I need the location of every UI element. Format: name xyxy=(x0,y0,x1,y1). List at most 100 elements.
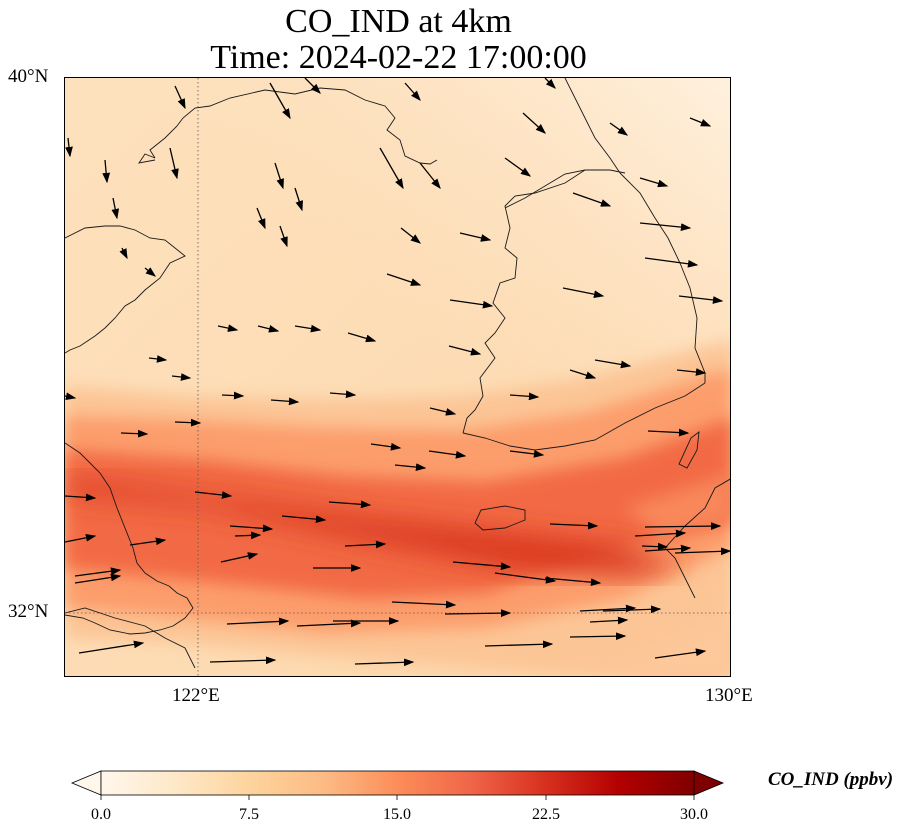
colorbar-tick-30: 30.0 xyxy=(680,806,708,823)
wind-arrow xyxy=(229,524,274,533)
wind-arrow xyxy=(609,122,629,136)
jiangsu-coast xyxy=(65,442,194,635)
wind-arrow xyxy=(544,577,602,587)
wind-arrow xyxy=(120,429,149,438)
wind-arrow xyxy=(270,397,300,406)
wind-arrow xyxy=(226,617,290,626)
wind-arrow xyxy=(394,463,427,471)
wind-arrow xyxy=(148,355,168,363)
wind-arrow xyxy=(329,390,357,399)
north-korea-border xyxy=(504,169,626,209)
wind-arrow xyxy=(654,648,707,659)
wind-arrow xyxy=(674,547,730,556)
wind-vectors xyxy=(65,78,730,667)
lat-label-32n: 32°N xyxy=(8,601,49,622)
concentration-field xyxy=(65,78,730,676)
wind-arrow xyxy=(209,656,277,665)
wind-arrow xyxy=(644,257,699,268)
wind-arrow xyxy=(448,345,482,356)
wind-arrow xyxy=(174,85,186,110)
lon-label-130e: 130°E xyxy=(705,685,753,706)
wind-arrow xyxy=(404,82,421,101)
wind-arrow xyxy=(509,392,540,401)
wind-arrow xyxy=(689,117,712,127)
lon-label-122e: 122°E xyxy=(172,685,220,706)
colorbar xyxy=(70,770,725,800)
korea-east-coast xyxy=(619,172,706,383)
wind-arrow xyxy=(634,529,687,538)
wind-arrow xyxy=(678,295,724,304)
wind-arrow xyxy=(279,225,288,248)
wind-arrow xyxy=(602,605,662,614)
wind-arrow xyxy=(217,324,239,332)
wind-arrow xyxy=(484,640,554,649)
liaodong-peninsula-south xyxy=(138,153,156,164)
wind-arrow xyxy=(639,222,692,231)
wind-arrow xyxy=(281,515,327,524)
wind-arrow xyxy=(102,159,111,184)
wind-arrow xyxy=(504,157,532,177)
wind-arrow xyxy=(274,162,284,190)
wind-arrow xyxy=(641,542,669,551)
wind-arrow xyxy=(569,369,597,379)
wind-arrow xyxy=(429,407,457,416)
wind-arrow xyxy=(65,493,97,502)
wind-arrow xyxy=(174,418,202,427)
colorbar-tick-15: 15.0 xyxy=(383,806,411,823)
map-panel xyxy=(64,77,731,677)
wind-arrow xyxy=(386,273,422,286)
colorbar-tick-0: 0.0 xyxy=(91,806,111,823)
wind-arrow xyxy=(509,450,545,458)
wind-arrow xyxy=(391,600,457,609)
wind-arrow xyxy=(74,567,122,577)
wind-arrow xyxy=(129,537,167,546)
wind-arrow xyxy=(65,392,77,401)
wind-arrow xyxy=(269,82,291,120)
korea-south-coast xyxy=(462,382,706,451)
wind-arrow xyxy=(304,78,321,94)
wind-arrow xyxy=(78,640,145,654)
map-canvas xyxy=(65,78,730,676)
wind-arrow xyxy=(562,287,605,299)
colorbar-gradient xyxy=(100,770,695,796)
wind-arrow xyxy=(294,187,303,212)
map-title-line2: Time: 2024-02-22 17:00:00 xyxy=(210,39,587,76)
wind-arrow xyxy=(544,78,556,89)
shandong-coast xyxy=(65,225,186,354)
wind-arrow xyxy=(639,177,669,188)
colorbar-tick-22-5: 22.5 xyxy=(532,806,560,823)
wind-arrow xyxy=(144,267,157,277)
gridlines xyxy=(65,78,730,676)
wind-arrow xyxy=(428,450,467,459)
wind-arrow xyxy=(220,552,259,563)
wind-arrow xyxy=(74,573,122,584)
colorbar-tick-7-5: 7.5 xyxy=(239,806,259,823)
wind-arrow xyxy=(296,619,362,628)
wind-arrow xyxy=(294,324,322,333)
wind-arrow xyxy=(111,197,120,220)
wind-arrow xyxy=(119,247,128,260)
wind-arrow xyxy=(572,192,612,207)
wind-arrow xyxy=(579,604,637,613)
wind-arrow xyxy=(644,522,722,531)
wind-arrow xyxy=(221,391,245,400)
colorbar-max-extension xyxy=(693,770,725,796)
wind-arrow xyxy=(647,428,690,437)
colorbar-min-extension xyxy=(70,770,102,796)
yangtze-river xyxy=(65,607,196,669)
wind-arrow xyxy=(449,299,494,309)
wind-arrow xyxy=(400,227,422,244)
wind-arrow xyxy=(494,572,557,584)
wind-arrow xyxy=(194,491,233,499)
wind-arrow xyxy=(354,658,415,667)
wind-arrow xyxy=(444,609,512,618)
wind-arrow xyxy=(589,616,629,625)
wind-arrow xyxy=(65,533,97,543)
colorbar-label: CO_IND (ppbv) xyxy=(768,769,894,790)
wind-arrow xyxy=(569,632,627,641)
wind-arrow xyxy=(549,521,599,530)
map-title-line1: CO_IND at 4km xyxy=(285,3,512,40)
northeast-coast xyxy=(564,78,621,174)
wind-arrow xyxy=(379,147,404,190)
wind-arrow xyxy=(459,232,492,242)
